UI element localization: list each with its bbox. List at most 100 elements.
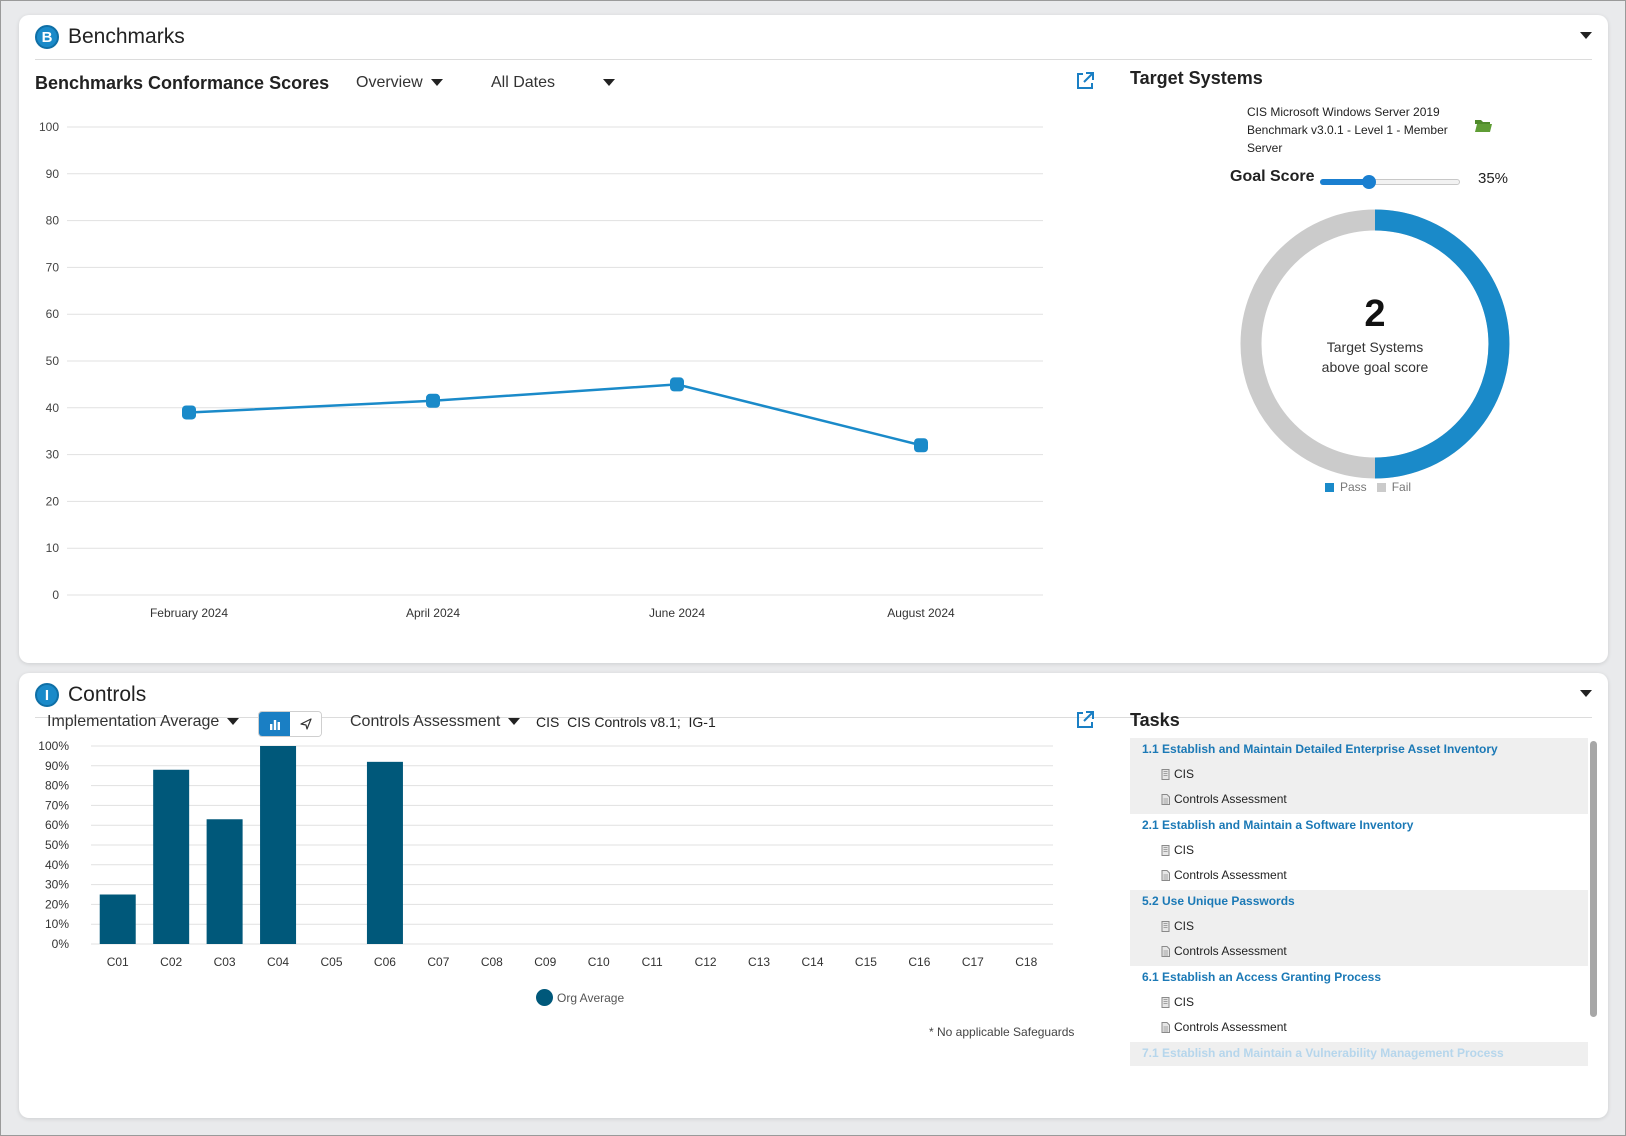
x-tick-label: C05 bbox=[320, 955, 342, 969]
bar[interactable] bbox=[206, 819, 243, 944]
document-icon bbox=[1161, 945, 1170, 957]
document-icon bbox=[1161, 793, 1170, 805]
x-tick-label: C18 bbox=[1015, 955, 1037, 969]
y-tick-label: 40% bbox=[45, 858, 69, 872]
task-title-link[interactable]: 5.2 Use Unique Passwords bbox=[1142, 894, 1295, 908]
target-systems-title: Target Systems bbox=[1130, 68, 1263, 88]
task-title-link[interactable]: 6.1 Establish an Access Granting Process bbox=[1142, 970, 1381, 984]
document-icon bbox=[1161, 1021, 1170, 1033]
bar[interactable] bbox=[366, 761, 403, 944]
y-tick-label: 70% bbox=[45, 798, 69, 812]
task-list-scrollbar[interactable] bbox=[1590, 741, 1597, 1017]
target-systems-donut bbox=[1240, 209, 1510, 479]
goal-score-slider[interactable] bbox=[1320, 175, 1460, 189]
metric-dropdown[interactable]: Implementation Average bbox=[47, 713, 240, 731]
document-icon bbox=[1161, 869, 1170, 881]
task-assessment-label: Controls Assessment bbox=[1174, 868, 1287, 882]
legend-fail-label: Fail bbox=[1391, 480, 1412, 494]
date-range-dropdown[interactable]: All Dates bbox=[491, 74, 616, 92]
bar[interactable] bbox=[99, 894, 136, 945]
y-tick-label: 40 bbox=[46, 401, 60, 415]
legend-pass-label: Pass bbox=[1340, 480, 1367, 494]
goal-score-label: Goal Score bbox=[1230, 168, 1315, 185]
building-icon bbox=[1161, 920, 1170, 932]
benchmarks-collapse-caret-icon[interactable] bbox=[1580, 32, 1592, 39]
task-assessment-label: Controls Assessment bbox=[1174, 944, 1287, 958]
x-tick-label: C09 bbox=[534, 955, 556, 969]
external-link-icon[interactable] bbox=[1075, 71, 1095, 91]
legend-fail[interactable]: Fail bbox=[1376, 480, 1412, 494]
donut-caption-line2: above goal score bbox=[1321, 359, 1429, 375]
data-point[interactable] bbox=[670, 377, 684, 392]
controls-header: I Controls bbox=[35, 673, 1592, 718]
building-icon bbox=[1161, 768, 1170, 780]
data-point[interactable] bbox=[182, 405, 196, 420]
assessment-dropdown[interactable]: Controls Assessment bbox=[350, 713, 521, 731]
benchmark-name: CIS Microsoft Windows Server 2019 Benchm… bbox=[1247, 105, 1448, 155]
bar[interactable] bbox=[260, 746, 297, 944]
y-tick-label: 0% bbox=[52, 937, 70, 951]
task-assessment: Controls Assessment bbox=[1161, 868, 1576, 882]
data-point[interactable] bbox=[914, 438, 928, 453]
x-tick-label: C11 bbox=[642, 955, 663, 969]
x-tick-label: June 2024 bbox=[649, 606, 705, 620]
benchmarks-logo-icon: B bbox=[35, 25, 59, 49]
task-title-link[interactable]: 1.1 Establish and Maintain Detailed Ente… bbox=[1142, 742, 1498, 756]
task-title-link[interactable]: 7.1 Establish and Maintain a Vulnerabili… bbox=[1142, 1046, 1504, 1060]
task-source-label: CIS bbox=[1174, 919, 1195, 933]
folder-open-icon[interactable] bbox=[1474, 118, 1493, 133]
implementation-bar-chart: 0% 10% 20% 30% 40% 50% 60% 70% 80% 90% 100% C01 C02 C… bbox=[38, 739, 1053, 969]
y-tick-label: 50% bbox=[45, 838, 69, 852]
view-dropdown[interactable]: Overview bbox=[356, 74, 443, 92]
x-tick-label: C10 bbox=[588, 955, 610, 969]
task-item: 5.2 Use Unique Passwords CIS Controls Asse… bbox=[1130, 890, 1588, 966]
y-tick-label: 30 bbox=[46, 448, 60, 462]
building-icon bbox=[1161, 844, 1170, 856]
donut-caption-line1: Target Systems bbox=[1326, 339, 1424, 355]
y-tick-label: 70 bbox=[46, 260, 60, 274]
building-icon bbox=[1161, 996, 1170, 1008]
task-source: CIS bbox=[1161, 919, 1576, 933]
y-tick-label: 90 bbox=[46, 167, 60, 181]
y-tick-label: 10 bbox=[46, 541, 60, 555]
external-link-icon[interactable] bbox=[1075, 710, 1095, 730]
y-tick-label: 80 bbox=[46, 214, 60, 228]
chevron-down-icon bbox=[227, 718, 240, 726]
controls-title: Controls bbox=[68, 683, 147, 706]
chevron-down-icon bbox=[603, 79, 616, 87]
bar[interactable] bbox=[153, 769, 190, 944]
task-assessment: Controls Assessment bbox=[1161, 792, 1576, 806]
x-tick-label: C14 bbox=[801, 955, 823, 969]
x-tick-label: April 2024 bbox=[406, 606, 460, 620]
x-tick-label: C04 bbox=[267, 955, 289, 969]
metric-dropdown-label: Implementation Average bbox=[47, 713, 220, 730]
benchmarks-header: B Benchmarks bbox=[35, 15, 1592, 60]
legend-pass[interactable]: Pass bbox=[1325, 480, 1367, 494]
donut-pass-segment bbox=[1374, 209, 1510, 479]
x-tick-label: C06 bbox=[374, 955, 396, 969]
bar-chart-legend[interactable]: Org Average bbox=[536, 989, 624, 1006]
target-systems-count: 2 bbox=[1364, 293, 1386, 335]
tasks-title: Tasks bbox=[1130, 710, 1180, 730]
task-assessment: Controls Assessment bbox=[1161, 1020, 1576, 1034]
x-tick-label: C17 bbox=[962, 955, 984, 969]
radar-chart-toggle-button[interactable] bbox=[290, 712, 321, 736]
task-item: 6.1 Establish an Access Granting Process… bbox=[1130, 966, 1588, 1042]
y-tick-label: 100 bbox=[39, 120, 59, 134]
task-list: 1.1 Establish and Maintain Detailed Ente… bbox=[1130, 738, 1588, 1066]
x-tick-label: C08 bbox=[481, 955, 503, 969]
y-tick-label: 60 bbox=[46, 307, 60, 321]
y-tick-label: 90% bbox=[45, 759, 69, 773]
data-point[interactable] bbox=[426, 393, 440, 408]
x-tick-label: C16 bbox=[908, 955, 930, 969]
bar-chart-icon bbox=[269, 719, 280, 730]
x-tick-label: C07 bbox=[427, 955, 449, 969]
task-title-link[interactable]: 2.1 Establish and Maintain a Software In… bbox=[1142, 818, 1414, 832]
controls-collapse-caret-icon[interactable] bbox=[1580, 690, 1592, 697]
task-source-label: CIS bbox=[1174, 995, 1195, 1009]
task-item: 2.1 Establish and Maintain a Software In… bbox=[1130, 814, 1588, 890]
date-range-label: All Dates bbox=[491, 74, 556, 91]
task-source: CIS bbox=[1161, 767, 1576, 781]
send-icon bbox=[299, 718, 312, 730]
bar-chart-toggle-button[interactable] bbox=[259, 712, 290, 736]
